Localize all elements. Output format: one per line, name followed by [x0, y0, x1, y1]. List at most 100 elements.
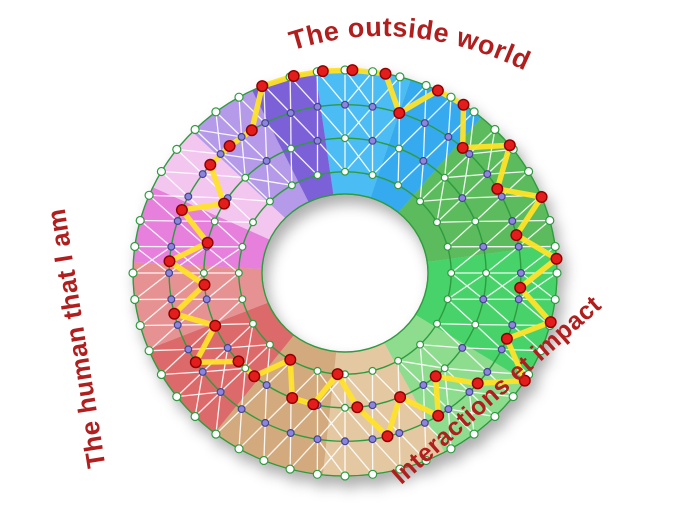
red-node	[287, 69, 300, 82]
node	[523, 166, 534, 177]
red-node	[284, 353, 297, 366]
red-node	[201, 236, 214, 249]
red-node	[503, 139, 516, 152]
red-node	[510, 229, 523, 242]
node	[416, 340, 425, 349]
node	[368, 67, 378, 77]
node	[514, 242, 523, 251]
node	[173, 321, 182, 330]
node	[394, 356, 403, 365]
node	[490, 124, 500, 135]
node	[447, 269, 456, 278]
node	[261, 418, 270, 427]
node	[465, 388, 474, 397]
node	[444, 405, 453, 414]
node	[440, 364, 449, 373]
node	[419, 381, 428, 390]
donut-layer	[128, 64, 563, 481]
node	[508, 392, 518, 402]
node	[446, 444, 456, 454]
red-node	[431, 84, 444, 97]
node	[135, 320, 145, 331]
node	[211, 429, 221, 439]
node	[165, 269, 174, 278]
node	[469, 107, 479, 117]
node	[172, 144, 182, 154]
node	[202, 295, 211, 304]
node	[313, 366, 322, 375]
node	[237, 405, 246, 414]
red-node	[248, 370, 261, 383]
node	[483, 170, 492, 179]
red-node	[218, 197, 231, 210]
red-node	[456, 141, 469, 154]
node	[421, 80, 431, 91]
red-node	[175, 203, 188, 216]
node	[199, 269, 208, 278]
red-node	[209, 319, 222, 332]
sector-violet-light	[192, 90, 309, 219]
red-node	[544, 316, 557, 329]
node	[433, 218, 442, 227]
node	[184, 345, 193, 354]
node	[241, 364, 250, 373]
node	[312, 469, 322, 479]
red-node	[514, 281, 527, 294]
node	[262, 156, 271, 165]
node	[497, 192, 506, 201]
node	[156, 166, 166, 177]
red-node	[163, 255, 176, 268]
red-node	[245, 124, 258, 137]
node	[261, 119, 270, 128]
node	[198, 170, 207, 179]
red-node	[223, 139, 236, 152]
node	[440, 173, 449, 182]
node	[265, 340, 274, 349]
node	[368, 469, 378, 479]
node	[234, 444, 244, 454]
node	[433, 319, 442, 328]
node	[552, 268, 562, 278]
node	[490, 411, 500, 422]
node	[395, 464, 405, 474]
node	[313, 136, 322, 145]
node	[286, 429, 295, 438]
red-node	[429, 370, 442, 383]
red-node	[346, 64, 359, 77]
red-node	[286, 392, 299, 405]
node	[285, 464, 295, 474]
node	[394, 181, 403, 190]
red-node	[457, 98, 470, 111]
node	[172, 392, 182, 402]
node	[395, 429, 404, 438]
node	[210, 217, 219, 226]
node	[341, 437, 350, 446]
red-node	[204, 158, 217, 171]
node	[471, 320, 480, 329]
node	[368, 102, 377, 111]
node	[465, 150, 474, 159]
sector-tan-right	[322, 342, 445, 477]
sector-purple-dark	[252, 72, 334, 202]
node	[241, 173, 250, 182]
node	[479, 295, 488, 304]
red-node	[256, 80, 269, 93]
node	[368, 171, 377, 180]
node	[234, 269, 243, 278]
node	[458, 194, 467, 203]
milestone-layer	[163, 64, 563, 443]
node	[545, 215, 555, 226]
node	[368, 366, 377, 375]
node	[340, 471, 350, 481]
node	[421, 455, 431, 466]
node	[550, 241, 560, 252]
node	[469, 429, 479, 439]
node	[265, 197, 274, 206]
node	[190, 124, 200, 135]
node	[443, 295, 452, 304]
node	[341, 100, 350, 109]
red-node	[393, 106, 406, 119]
sector-green-lower	[384, 314, 525, 453]
